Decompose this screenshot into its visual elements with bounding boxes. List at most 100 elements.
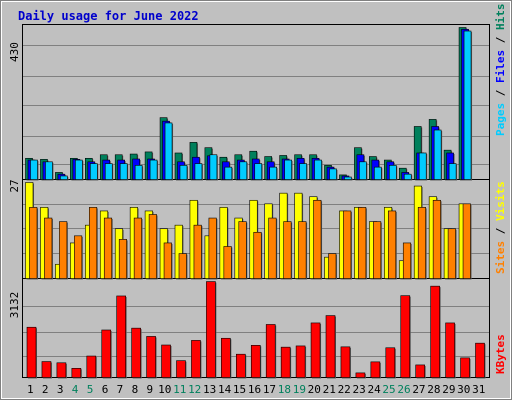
x-tick-label: 6: [102, 383, 109, 396]
x-tick-label: 1: [27, 383, 34, 396]
x-tick-label: 30: [457, 383, 470, 396]
x-tick-label: 16: [248, 383, 261, 396]
kbytes-bar: [176, 360, 186, 378]
kbytes-bar: [340, 346, 351, 378]
sites-bar: [313, 199, 322, 279]
kbytes-bar: [400, 295, 411, 378]
sites-bar: [118, 239, 127, 279]
x-tick-label: 18: [278, 383, 291, 396]
sites-bar: [402, 242, 412, 279]
pages-bar: [75, 159, 83, 180]
pages-bar: [269, 166, 278, 180]
pages-bar: [30, 159, 38, 180]
x-tick-label: 4: [72, 383, 79, 396]
kbytes-bar: [445, 322, 455, 378]
pages-bar: [179, 165, 188, 180]
x-tick-label: 25: [382, 383, 395, 396]
x-tick-label: 23: [353, 383, 366, 396]
legend-sep-3: /: [494, 221, 507, 234]
sites-bar: [223, 246, 232, 279]
visits-legend: Sites / Visits: [494, 181, 507, 274]
sites-bar: [253, 231, 262, 279]
x-tick-label: 24: [367, 383, 381, 396]
pages-bar: [134, 165, 143, 180]
sites-bar: [387, 210, 397, 279]
x-tick-label: 7: [117, 383, 124, 396]
legend-hits: Hits: [494, 4, 507, 31]
x-tick-label: 5: [87, 383, 94, 396]
legend-kbytes: KBytes: [494, 334, 507, 374]
pages-bar: [463, 30, 472, 180]
pages-bar: [448, 163, 457, 180]
pages-bar: [254, 163, 263, 180]
visits-ymax-label: 27: [8, 179, 21, 192]
x-axis-labels: 1 2 3 4 5 6 7 8 9 10 11 12 13 14 15 16 17 18 19 20 21 22 23 24 2…: [27, 383, 485, 396]
sites-bar: [417, 207, 427, 279]
pages-bar: [433, 129, 442, 180]
chart-title: Daily usage for June 2022: [18, 9, 199, 23]
kbytes-bar: [131, 327, 141, 378]
pages-bar: [418, 152, 427, 180]
x-tick-label: 12: [188, 383, 201, 396]
pages-bar: [60, 175, 68, 180]
pages-bar: [314, 159, 322, 180]
kbytes-bar: [56, 362, 67, 378]
sites-bar: [238, 221, 247, 279]
sites-bar: [358, 207, 367, 279]
kbytes-bar: [86, 355, 97, 378]
sites-bar: [268, 217, 277, 279]
x-tick-label: 15: [233, 383, 246, 396]
x-tick-label: 13: [203, 383, 216, 396]
kbytes-bar: [116, 295, 126, 378]
pages-bar: [403, 173, 412, 180]
sites-bar: [178, 253, 187, 279]
x-tick-label: 21: [323, 383, 336, 396]
sites-bar: [29, 207, 38, 279]
sites-bar: [343, 210, 352, 279]
x-tick-label: 28: [427, 383, 440, 396]
x-tick-label: 26: [397, 383, 410, 396]
kbytes-bar: [385, 347, 396, 378]
kbytes-bar: [26, 326, 37, 378]
kbytes-bar: [101, 329, 112, 378]
pages-bar: [164, 122, 173, 180]
pages-bar: [239, 161, 248, 180]
x-tick-label: 14: [218, 383, 232, 396]
kbytes-bar: [415, 364, 426, 378]
sites-bar: [44, 217, 53, 279]
legend-sites: Sites: [494, 241, 507, 274]
x-tick-label: 9: [147, 383, 154, 396]
x-tick-label: 2: [42, 383, 49, 396]
sites-bar: [462, 203, 471, 279]
sites-bar: [89, 207, 98, 279]
kbytes-bar: [191, 340, 201, 378]
pages-bar: [374, 166, 382, 180]
legend-visits: Visits: [494, 181, 507, 221]
x-tick-label: 17: [263, 383, 276, 396]
sites-bar: [133, 217, 142, 279]
pages-bar: [209, 154, 218, 180]
legend-files: Files: [494, 50, 507, 83]
kbytes-bar: [221, 337, 231, 378]
kbytes-bar: [460, 357, 470, 378]
kbytes-bar: [430, 285, 440, 378]
x-tick-label: 11: [173, 383, 186, 396]
sites-bar: [208, 217, 217, 279]
pages-bar: [284, 159, 292, 180]
bars-layer: [25, 27, 486, 379]
sites-bar: [59, 221, 68, 279]
pages-bar: [329, 168, 337, 180]
pages-bar: [149, 159, 158, 180]
kbytes-bar: [41, 361, 52, 378]
sites-bar: [193, 224, 202, 279]
x-tick-label: 19: [293, 383, 306, 396]
svg-text:Sites / Visi: Sites / Visits: [494, 181, 507, 274]
kbytes-bar: [250, 345, 261, 378]
sites-bar: [328, 253, 337, 279]
sites-bar: [103, 217, 113, 279]
legend-sep-1: /: [494, 83, 507, 96]
hits-ymax-label: 430: [8, 42, 21, 62]
